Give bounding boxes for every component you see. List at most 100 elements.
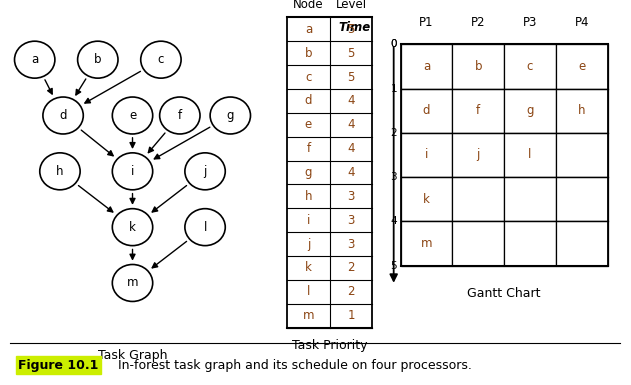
Bar <box>504 89 556 133</box>
Text: 2: 2 <box>347 261 355 275</box>
Text: f: f <box>306 142 310 155</box>
Text: d: d <box>423 104 430 117</box>
Bar <box>401 89 452 133</box>
Text: Level: Level <box>336 0 367 11</box>
Text: 5: 5 <box>347 47 355 60</box>
Text: P1: P1 <box>420 16 433 29</box>
Text: a: a <box>423 60 430 73</box>
Ellipse shape <box>141 41 181 78</box>
Text: l: l <box>203 221 207 234</box>
Text: 4: 4 <box>391 216 397 226</box>
Text: 0: 0 <box>391 39 397 49</box>
Text: k: k <box>129 221 136 234</box>
Text: P3: P3 <box>523 16 537 29</box>
Text: Gantt Chart: Gantt Chart <box>468 287 541 300</box>
Text: g: g <box>305 166 312 179</box>
Text: f: f <box>476 104 480 117</box>
Ellipse shape <box>40 153 80 190</box>
Text: g: g <box>227 109 234 122</box>
Text: a: a <box>31 53 38 66</box>
Text: k: k <box>423 193 430 206</box>
Bar <box>556 89 608 133</box>
Bar <box>287 17 372 328</box>
Bar <box>556 44 608 89</box>
Text: Node: Node <box>293 0 324 11</box>
Ellipse shape <box>210 97 251 134</box>
Text: i: i <box>307 214 310 227</box>
Text: m: m <box>127 276 138 290</box>
Text: l: l <box>307 285 310 298</box>
Text: Task Priority: Task Priority <box>292 339 367 352</box>
Ellipse shape <box>112 209 153 246</box>
Text: h: h <box>305 190 312 203</box>
Text: i: i <box>131 165 134 178</box>
Ellipse shape <box>160 97 200 134</box>
Ellipse shape <box>43 97 83 134</box>
Ellipse shape <box>112 264 153 301</box>
Bar <box>452 89 504 133</box>
Text: m: m <box>421 237 432 250</box>
Bar <box>556 177 608 221</box>
Ellipse shape <box>112 97 153 134</box>
Text: e: e <box>129 109 136 122</box>
Bar <box>556 221 608 266</box>
Bar <box>504 133 556 177</box>
Text: 5: 5 <box>391 261 397 271</box>
Text: In-forest task graph and its schedule on four processors.: In-forest task graph and its schedule on… <box>110 358 472 372</box>
Text: d: d <box>59 109 67 122</box>
Ellipse shape <box>15 41 55 78</box>
Bar <box>504 221 556 266</box>
Text: 0: 0 <box>391 39 397 49</box>
Text: 2: 2 <box>391 128 397 138</box>
Text: e: e <box>578 60 586 73</box>
Text: m: m <box>303 309 314 322</box>
Text: c: c <box>527 60 533 73</box>
Bar <box>452 177 504 221</box>
Ellipse shape <box>185 209 225 246</box>
Text: b: b <box>94 53 102 66</box>
Text: 3: 3 <box>391 172 397 182</box>
Text: j: j <box>476 149 480 161</box>
Text: 2: 2 <box>347 285 355 298</box>
Bar <box>401 177 452 221</box>
Text: b: b <box>305 47 312 60</box>
Text: c: c <box>305 70 312 84</box>
Text: k: k <box>305 261 312 275</box>
Ellipse shape <box>78 41 118 78</box>
Text: c: c <box>158 53 164 66</box>
Bar <box>504 177 556 221</box>
Ellipse shape <box>112 153 153 190</box>
Text: f: f <box>178 109 182 122</box>
Text: i: i <box>425 149 428 161</box>
Bar <box>504 44 556 89</box>
Text: 1: 1 <box>347 309 355 322</box>
Text: h: h <box>56 165 64 178</box>
Text: Figure 10.1: Figure 10.1 <box>18 358 98 372</box>
Text: P4: P4 <box>575 16 589 29</box>
Text: Time: Time <box>338 21 370 34</box>
Text: b: b <box>475 60 482 73</box>
Text: e: e <box>305 118 312 131</box>
Text: d: d <box>305 94 312 107</box>
Bar <box>556 133 608 177</box>
Text: j: j <box>203 165 207 178</box>
Bar <box>452 44 504 89</box>
Bar <box>452 221 504 266</box>
Text: 4: 4 <box>347 142 355 155</box>
Ellipse shape <box>185 153 225 190</box>
Bar <box>452 133 504 177</box>
Text: h: h <box>578 104 586 117</box>
Text: 4: 4 <box>347 166 355 179</box>
Text: 1: 1 <box>391 84 397 94</box>
Text: a: a <box>305 23 312 36</box>
Text: j: j <box>307 238 310 251</box>
Text: Task Graph: Task Graph <box>98 348 167 362</box>
Text: 5: 5 <box>347 70 355 84</box>
Bar <box>401 221 452 266</box>
Text: 5: 5 <box>347 23 355 36</box>
Text: g: g <box>526 104 534 117</box>
Text: 3: 3 <box>347 238 355 251</box>
Text: l: l <box>528 149 532 161</box>
Text: 4: 4 <box>347 118 355 131</box>
Bar <box>401 44 452 89</box>
